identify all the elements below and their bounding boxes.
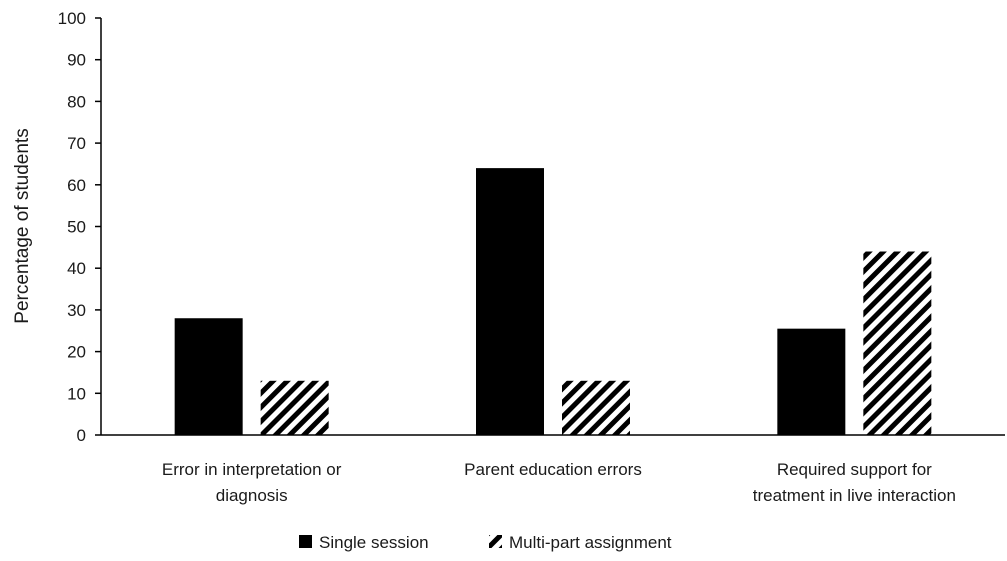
y-tick-label: 90 — [67, 51, 86, 70]
bar-single-session-3 — [777, 328, 846, 435]
y-axis-title: Percentage of students — [12, 128, 33, 323]
y-tick-label: 30 — [67, 301, 86, 320]
y-axis-ticks: 0 10 20 30 40 50 60 70 80 90 100 — [58, 9, 101, 445]
y-tick-label: 10 — [67, 384, 86, 403]
x-axis-category-labels: Error in interpretation or diagnosis Paren… — [162, 460, 956, 505]
y-tick-label: 20 — [67, 343, 86, 362]
y-tick-label: 80 — [67, 92, 86, 111]
bar-multi-part-assignment-1 — [260, 380, 329, 435]
y-tick-label: 60 — [67, 176, 86, 195]
y-tick-label: 0 — [77, 426, 86, 445]
legend-label-multi-part-assignment: Multi-part assignment — [509, 533, 672, 552]
y-tick-label: 50 — [67, 218, 86, 237]
bar-single-session-2 — [476, 168, 544, 435]
legend-swatch-single-session — [299, 535, 312, 548]
bar-single-session-1 — [174, 318, 243, 435]
legend: Single session Multi-part assignment — [299, 533, 672, 552]
bar-multi-part-assignment-2 — [562, 380, 630, 435]
legend-swatch-multi-part-assignment — [489, 535, 502, 548]
bars — [174, 168, 932, 435]
y-tick-label: 70 — [67, 134, 86, 153]
bar-multi-part-assignment-3 — [863, 251, 932, 435]
y-tick-label: 40 — [67, 259, 86, 278]
x-category-label: Required support for treatment in live in… — [753, 460, 956, 505]
y-tick-label: 100 — [58, 9, 86, 28]
x-category-label: Parent education errors — [464, 460, 642, 479]
x-category-label: Error in interpretation or diagnosis — [162, 460, 342, 505]
legend-label-single-session: Single session — [319, 533, 429, 552]
